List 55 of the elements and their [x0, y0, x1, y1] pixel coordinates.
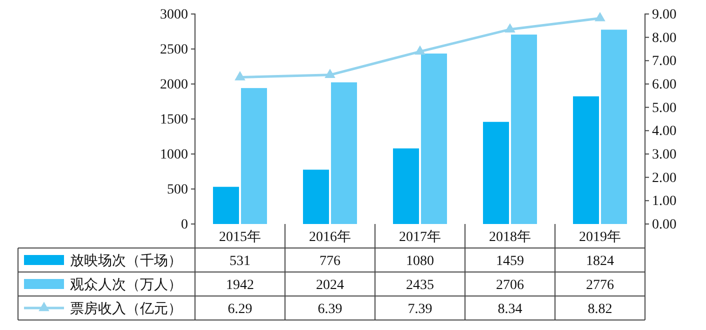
bar: [483, 122, 509, 224]
data-label: 1942: [226, 278, 254, 293]
data-label: 776: [320, 254, 340, 269]
point: [414, 45, 426, 55]
bar: [241, 88, 267, 224]
legend-label: 观众人次（万人）: [70, 277, 182, 293]
bar: [331, 82, 357, 224]
data-label: 8.82: [588, 302, 612, 317]
data-label: 1824: [586, 254, 614, 269]
x-tick-label: 2015年: [219, 229, 261, 245]
y2-tick-label: 9.00: [652, 7, 676, 22]
x-tick-label: 2018年: [489, 229, 531, 245]
data-label: 2024: [316, 278, 344, 293]
legend-label: 票房收入（亿元）: [70, 301, 182, 317]
data-label: 2435: [406, 278, 434, 293]
point: [324, 68, 336, 78]
y2-tick-label: 4.00: [652, 124, 676, 140]
data-label: 6.39: [318, 302, 342, 317]
bar: [573, 96, 599, 224]
bar: [393, 148, 419, 224]
y2-tick-label: 2.00: [652, 170, 676, 186]
data-label: 1459: [496, 254, 524, 269]
y-tick-label: 0: [181, 217, 188, 232]
data-label: 2706: [496, 278, 524, 293]
y-tick-label: 2000: [160, 77, 188, 92]
y2-tick-label: 3.00: [652, 147, 676, 162]
data-label: 7.39: [408, 302, 432, 317]
y2-tick-label: 0.00: [652, 217, 676, 232]
y-tick-label: 1500: [160, 112, 188, 128]
data-label: 2776: [586, 278, 614, 293]
x-tick-label: 2016年: [309, 229, 351, 245]
point: [504, 23, 516, 32]
y2-tick-label: 1.00: [652, 194, 676, 210]
data-label: 8.34: [498, 302, 522, 317]
bar: [213, 186, 239, 224]
bar: [601, 30, 627, 224]
y2-tick-label: 7.00: [652, 54, 676, 70]
y-tick-label: 500: [167, 182, 188, 198]
data-label: 6.29: [228, 302, 252, 317]
bar: [303, 170, 329, 224]
y-tick-label: 1000: [160, 147, 188, 162]
point: [234, 71, 246, 80]
bar: [421, 54, 447, 224]
point: [594, 12, 606, 22]
x-tick-label: 2019年: [579, 229, 621, 245]
y-tick-label: 3000: [160, 7, 188, 22]
x-tick-label: 2017年: [399, 229, 441, 245]
data-label: 531: [230, 254, 250, 269]
data-label: 1080: [406, 254, 434, 269]
legend-label: 放映场次（千场）: [70, 253, 182, 269]
bar: [511, 34, 537, 224]
y2-tick-label: 8.00: [652, 30, 676, 46]
y2-tick-label: 6.00: [652, 77, 676, 92]
y2-tick-label: 5.00: [652, 100, 676, 116]
y-tick-label: 2500: [160, 42, 188, 58]
